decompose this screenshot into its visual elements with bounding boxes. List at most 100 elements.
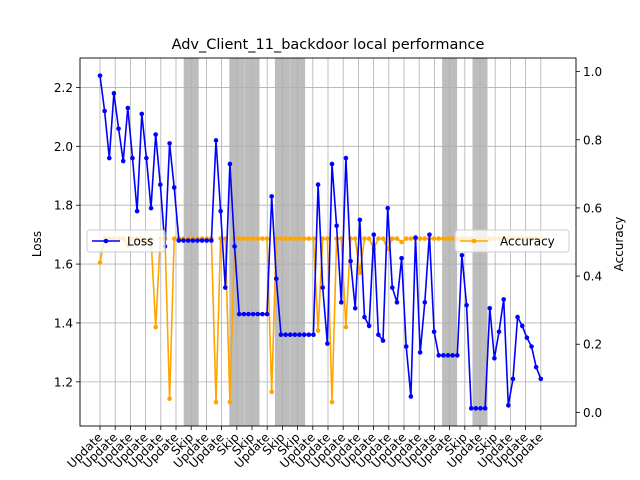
y-left-tick-label: 1.4 [54, 316, 73, 330]
accuracy-point [436, 236, 442, 241]
legend-accuracy: Accuracy [454, 229, 570, 253]
loss-point [158, 182, 163, 187]
accuracy-point [445, 236, 451, 241]
accuracy-point [250, 236, 256, 241]
loss-point [246, 311, 251, 317]
loss-point [255, 311, 261, 317]
loss-point [362, 314, 367, 320]
y-left-tick-label: 2.0 [54, 140, 73, 154]
loss-point [519, 323, 525, 329]
accuracy-point [408, 236, 414, 241]
loss-point [408, 394, 414, 399]
loss-point [441, 353, 446, 358]
accuracy-point [301, 236, 307, 241]
loss-point [413, 235, 418, 240]
loss-point [492, 355, 497, 361]
accuracy-point [450, 236, 455, 241]
accuracy-point [390, 236, 395, 241]
accuracy-point [362, 236, 367, 241]
accuracy-point [431, 236, 437, 241]
loss-point [417, 350, 423, 355]
accuracy-point [357, 270, 363, 275]
loss-point [371, 232, 377, 237]
legend-loss-marker [103, 238, 109, 244]
loss-point [301, 332, 307, 338]
loss-point [283, 332, 288, 338]
y-left-tick-label: 2.2 [54, 81, 73, 95]
loss-point [352, 305, 358, 311]
loss-point [366, 323, 372, 329]
plot-layer: 1.21.41.61.82.02.20.00.20.40.60.81.0Upda… [54, 57, 602, 471]
accuracy-point [399, 239, 404, 245]
loss-point [241, 311, 247, 317]
loss-point [227, 161, 233, 167]
loss-point [315, 182, 321, 187]
loss-point [487, 305, 493, 311]
y-right-axis-label: Accuracy [612, 217, 626, 272]
loss-point [403, 344, 409, 349]
loss-point [97, 73, 103, 78]
loss-point [204, 238, 210, 243]
accuracy-point [376, 236, 381, 241]
accuracy-point [274, 236, 279, 241]
loss-point [111, 91, 117, 96]
loss-point [343, 155, 349, 161]
legend-box [86, 229, 166, 253]
accuracy-point [306, 236, 312, 241]
loss-point [269, 194, 274, 199]
y-right-tick-label: 0.6 [583, 201, 602, 215]
loss-point [139, 111, 145, 117]
loss-point [120, 158, 126, 164]
accuracy-point [329, 399, 335, 405]
loss-point [236, 311, 242, 317]
y-left-tick-label: 1.8 [54, 199, 73, 213]
loss-point [153, 132, 158, 137]
loss-line [99, 75, 542, 410]
accuracy-point [255, 236, 261, 241]
accuracy-point [311, 236, 316, 241]
loss-point [496, 329, 502, 335]
loss-point [250, 311, 256, 317]
loss-point [436, 353, 442, 358]
loss-point [278, 332, 284, 338]
accuracy-point [380, 236, 386, 241]
loss-point [524, 335, 530, 340]
loss-point [213, 138, 219, 143]
loss-point [431, 329, 437, 335]
loss-point [144, 155, 149, 161]
accuracy-point [441, 236, 446, 241]
loss-point [176, 238, 182, 243]
accuracy-point [366, 236, 372, 241]
loss-point [501, 297, 506, 302]
loss-point [399, 255, 404, 261]
loss-point [454, 353, 460, 358]
loss-point [106, 155, 112, 161]
accuracy-point [246, 236, 251, 241]
accuracy-point [213, 399, 219, 405]
loss-point [130, 155, 135, 161]
loss-point [459, 252, 465, 258]
loss-point [181, 238, 186, 243]
loss-point [385, 205, 390, 211]
loss-point [292, 332, 298, 338]
loss-point [510, 376, 516, 382]
loss-point [482, 406, 488, 411]
loss-point [190, 238, 196, 243]
loss-point [274, 276, 279, 282]
loss-point [134, 208, 140, 214]
loss-point [264, 311, 270, 317]
accuracy-point [338, 236, 344, 241]
y-right-tick-label: 0.4 [583, 270, 602, 284]
loss-point [473, 406, 479, 411]
loss-point [478, 406, 483, 411]
loss-point [199, 238, 205, 243]
accuracy-point [269, 389, 274, 395]
loss-point [125, 105, 131, 111]
y-right-tick-label: 0.8 [583, 133, 602, 147]
legend-box [454, 229, 570, 253]
accuracy-point [97, 260, 103, 265]
accuracy-point [292, 236, 298, 241]
loss-point [297, 332, 302, 338]
chart-title: Adv_Client_11_backdoor local performance [172, 37, 485, 53]
loss-point [260, 311, 265, 317]
